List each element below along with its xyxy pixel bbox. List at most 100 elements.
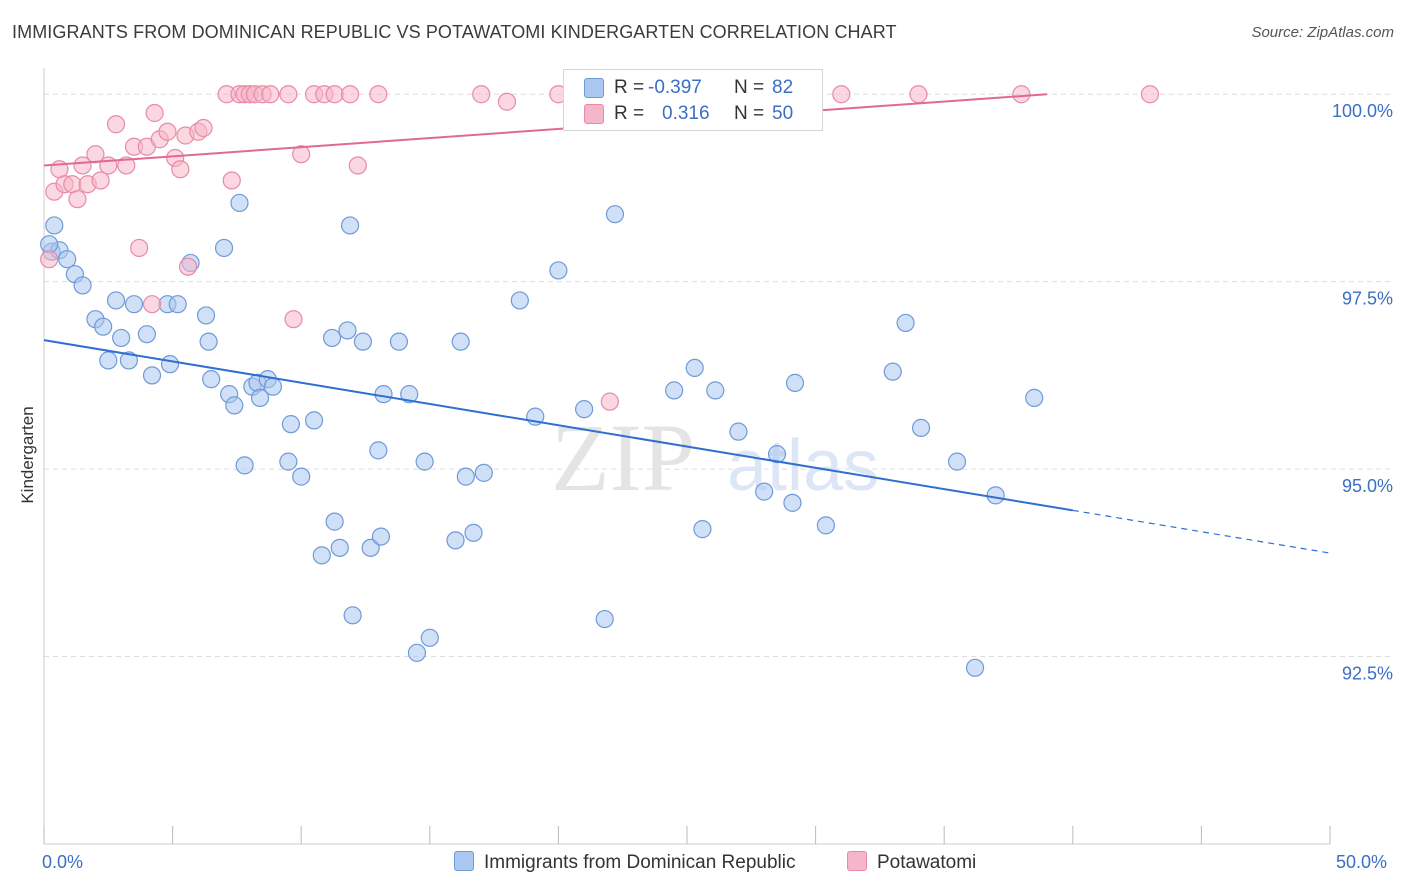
pink-point — [340, 85, 360, 104]
pink-point — [145, 103, 164, 123]
pink-point — [348, 156, 367, 175]
pink-point — [497, 92, 517, 111]
blue-point — [451, 332, 470, 351]
blue-point — [361, 538, 380, 557]
blue-point — [510, 291, 529, 310]
blue-point — [58, 250, 77, 269]
blue-point — [119, 351, 138, 370]
blue-point — [389, 332, 409, 351]
blue-point — [685, 358, 704, 378]
watermark-zip: ZIP — [551, 404, 695, 511]
blue-point — [112, 328, 131, 348]
series-legend-blue: Immigrants from Dominican Republic — [454, 851, 796, 874]
pink-point — [472, 85, 491, 104]
blue-point — [73, 276, 92, 295]
pink-point — [369, 85, 388, 104]
legend-row-blue: R = -0.397 N = 82 — [564, 75, 822, 101]
pink-point — [91, 171, 110, 190]
blue-point — [338, 321, 357, 340]
blue-point — [160, 355, 180, 374]
series-legend-pink: Potawatomi — [847, 851, 976, 874]
blue-point — [374, 385, 393, 404]
blue-point — [896, 313, 915, 333]
blue-point — [168, 295, 187, 314]
legend-n-value: 82 — [772, 77, 794, 98]
pink-point — [158, 122, 177, 141]
blue-point — [446, 531, 465, 550]
blue-point — [281, 415, 301, 434]
blue-point — [312, 546, 331, 565]
blue-point — [1025, 388, 1044, 407]
blue-point — [549, 261, 568, 280]
legend-swatch-pink — [584, 104, 604, 124]
blue-point — [456, 467, 475, 486]
pink-point — [68, 190, 87, 209]
y-tick-label: 97.5% — [1342, 289, 1393, 309]
watermark: ZIP atlas — [551, 404, 879, 511]
pink-point — [292, 145, 311, 164]
blue-point — [230, 193, 249, 213]
blue-point — [330, 538, 349, 557]
blue-point — [279, 452, 298, 471]
blue-trend-line — [43, 339, 1073, 512]
pink-point — [40, 250, 59, 269]
blue-trend-extension — [1072, 509, 1331, 554]
blue-point — [340, 216, 360, 235]
chart-title: IMMIGRANTS FROM DOMINICAN REPUBLIC VS PO… — [12, 22, 897, 42]
pink-point — [325, 85, 344, 104]
legend-r-value: 0.316 — [662, 103, 710, 124]
blue-point — [199, 332, 218, 351]
trend-lines — [43, 93, 1331, 554]
blue-point — [947, 452, 967, 471]
legend-row-pink: R = 0.316 N = 50 — [564, 101, 822, 127]
blue-point — [124, 295, 144, 314]
legend-n-value: 50 — [772, 103, 794, 124]
pink-point — [171, 160, 190, 179]
correlation-legend: R = -0.397 N = 82 R = 0.316 N = 50 — [563, 69, 823, 131]
pink-point — [194, 118, 213, 138]
blue-point — [464, 523, 483, 542]
pink-point — [279, 85, 298, 104]
x-tick-label-max: 50.0% — [1336, 852, 1388, 872]
blue-point — [106, 291, 126, 310]
blue-point — [706, 381, 725, 400]
blue-point — [595, 609, 614, 629]
pink-point — [909, 85, 928, 104]
blue-point — [196, 306, 216, 325]
blue-point — [986, 486, 1005, 505]
blue-point — [816, 516, 835, 535]
blue-point — [202, 370, 221, 389]
source-credit: Source: ZipAtlas.com — [1251, 24, 1394, 41]
y-tick-label: 95.0% — [1342, 476, 1393, 496]
y-tick-labels: 92.5% 95.0% 97.5% 100.0% — [1332, 101, 1393, 683]
blue-point — [263, 377, 283, 396]
data-points — [40, 85, 1160, 677]
pink-point — [73, 156, 92, 175]
blue-point — [99, 351, 118, 370]
gridlines — [44, 93, 1392, 658]
pink-point — [178, 257, 198, 276]
series-legend-swatch-pink — [847, 851, 867, 871]
pink-trend-line — [43, 93, 1048, 167]
blue-point — [911, 418, 931, 437]
pink-point — [117, 156, 136, 175]
blue-point — [322, 328, 342, 348]
blue-point — [235, 456, 254, 475]
axes — [43, 68, 1331, 845]
blue-point — [369, 441, 388, 460]
blue-point — [225, 396, 244, 415]
y-tick-label: 100.0% — [1332, 101, 1393, 121]
blue-point — [883, 362, 902, 381]
pink-point — [1140, 85, 1160, 104]
blue-point — [343, 606, 362, 625]
pink-point — [1012, 85, 1031, 104]
pink-point — [284, 310, 303, 329]
blue-point — [250, 388, 270, 407]
legend-n-label: N = — [734, 77, 765, 98]
blue-point — [214, 238, 234, 258]
series-legend-label: Potawatomi — [877, 852, 977, 873]
blue-point — [755, 482, 774, 501]
legend-n-label: N = — [734, 103, 765, 124]
blue-point — [729, 422, 748, 441]
blue-point — [137, 325, 156, 344]
